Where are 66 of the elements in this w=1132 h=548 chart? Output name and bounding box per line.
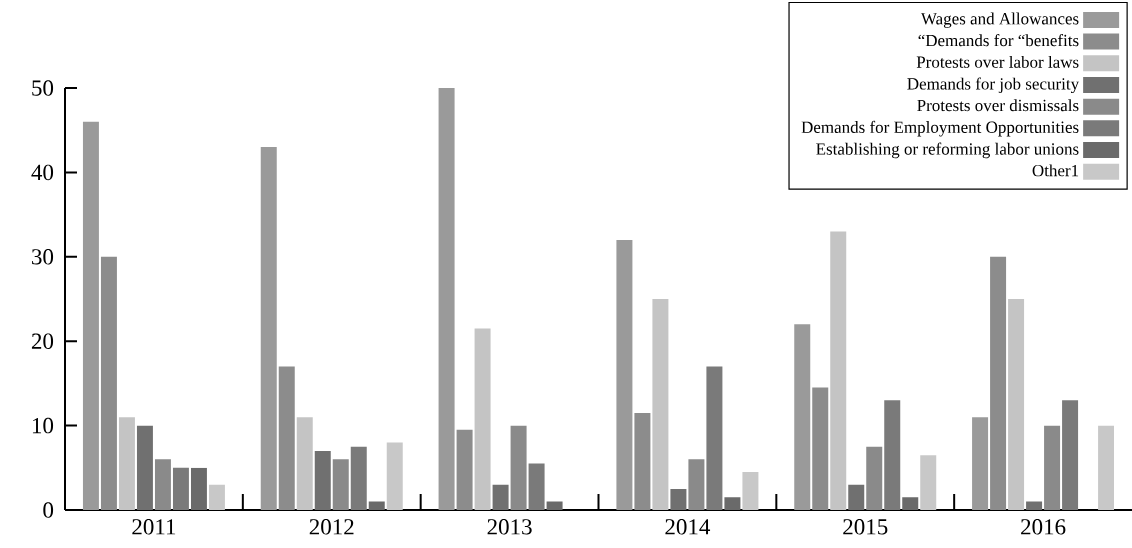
bar <box>990 256 1007 510</box>
legend-label: “Demands for “benefits <box>918 34 1079 47</box>
bar <box>830 231 847 510</box>
bar <box>314 450 331 510</box>
bar <box>546 501 563 510</box>
bar <box>368 501 385 510</box>
legend-label: Protests over labor laws <box>916 55 1079 68</box>
bar <box>706 366 723 510</box>
bar <box>350 446 367 510</box>
bar <box>724 497 741 510</box>
bar <box>1026 501 1043 510</box>
legend-label: Establishing or reforming labor unions <box>816 142 1079 159</box>
bar <box>278 366 295 510</box>
y-tick-label: 0 <box>43 502 54 518</box>
bar <box>136 425 153 510</box>
bar <box>1062 400 1079 510</box>
legend-label: Wages and Allowances <box>920 12 1079 28</box>
x-tick-label: 2012 <box>309 519 354 535</box>
bar <box>1008 299 1025 510</box>
bar <box>616 239 633 510</box>
bar <box>1044 425 1061 510</box>
bar <box>154 459 171 510</box>
bar <box>972 417 989 510</box>
bar <box>510 425 527 510</box>
bar <box>456 429 473 510</box>
bar <box>296 417 313 510</box>
bar <box>902 497 919 510</box>
y-tick-label: 20 <box>31 333 54 349</box>
legend-label: Demands for Employment Opportunities <box>801 120 1079 137</box>
bar <box>172 467 189 510</box>
bar <box>812 387 829 510</box>
bar <box>652 299 669 510</box>
bar <box>528 463 545 510</box>
bar <box>1098 425 1115 510</box>
legend-label: Protests over dismissals <box>917 99 1079 112</box>
y-tick-label: 10 <box>32 417 54 434</box>
bar <box>474 328 491 510</box>
y-tick-label: 30 <box>32 249 54 265</box>
bar <box>386 442 403 510</box>
y-tick-label: 50 <box>32 80 54 96</box>
bar <box>688 459 705 510</box>
legend-label: Demands for job security <box>907 77 1080 94</box>
bar <box>866 446 883 510</box>
bar <box>794 324 811 510</box>
x-tick-label: 2013 <box>487 519 532 535</box>
bar <box>118 417 135 510</box>
bar <box>634 412 651 510</box>
bar <box>670 488 687 510</box>
bar <box>884 400 901 510</box>
x-tick-label: 2015 <box>843 519 888 535</box>
bar <box>920 455 937 510</box>
x-tick-label: 2011 <box>132 519 176 535</box>
bar <box>332 459 349 510</box>
bar <box>100 256 117 510</box>
x-tick-label: 2014 <box>665 519 711 535</box>
bar <box>848 484 865 510</box>
bar <box>742 472 759 510</box>
bar <box>260 147 277 510</box>
bar <box>82 121 99 510</box>
y-tick-label: 40 <box>31 164 54 181</box>
bar <box>208 484 225 510</box>
x-tick-label: 2016 <box>1021 519 1066 535</box>
bar <box>492 484 509 510</box>
bar <box>190 467 207 510</box>
bar <box>438 88 455 510</box>
legend-label: Other1 <box>1032 164 1079 177</box>
